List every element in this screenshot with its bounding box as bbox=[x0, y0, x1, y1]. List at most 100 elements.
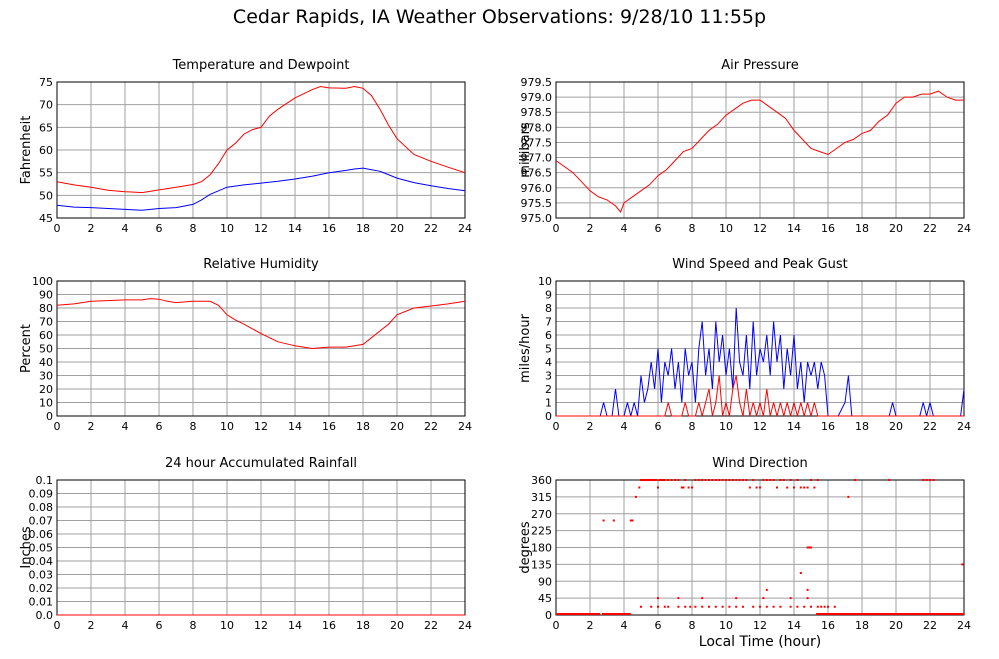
direction-point bbox=[708, 605, 710, 608]
direction-point bbox=[762, 479, 765, 481]
direction-point bbox=[765, 479, 768, 481]
humidity-x-tick-label: 20 bbox=[390, 420, 404, 433]
direction-point bbox=[653, 479, 656, 481]
temperature-x-tick-label: 8 bbox=[190, 222, 197, 235]
pressure-x-tick-label: 12 bbox=[753, 222, 767, 235]
temperature-x-tick-label: 6 bbox=[156, 222, 163, 235]
direction-point bbox=[674, 479, 676, 481]
direction-point bbox=[680, 486, 683, 489]
humidity-x-tick-label: 10 bbox=[220, 420, 234, 433]
pressure-x-tick-label: 8 bbox=[689, 222, 696, 235]
pressure-x-tick-label: 18 bbox=[855, 222, 869, 235]
direction-point bbox=[772, 479, 775, 481]
wind-y-tick-label: 2 bbox=[545, 383, 552, 396]
rainfall-x-tick-label: 6 bbox=[156, 619, 163, 632]
direction-point bbox=[961, 563, 964, 566]
humidity-chart-title: Relative Humidity bbox=[203, 257, 319, 272]
humidity-x-tick-label: 16 bbox=[322, 420, 336, 433]
rainfall-x-tick-label: 22 bbox=[424, 619, 438, 632]
pressure-x-tick-label: 16 bbox=[821, 222, 835, 235]
direction-point bbox=[612, 519, 615, 522]
humidity-y-tick-label: 20 bbox=[39, 383, 53, 396]
wind-y-tick-label: 4 bbox=[545, 356, 552, 369]
wind-x-tick-label: 20 bbox=[889, 420, 903, 433]
rainfall-y-tick-label: 0.08 bbox=[29, 501, 54, 514]
pressure-series-line-0 bbox=[555, 90, 964, 213]
direction-point bbox=[689, 605, 692, 608]
direction-point bbox=[640, 605, 642, 608]
direction-point bbox=[667, 479, 670, 481]
direction-point bbox=[735, 605, 738, 608]
direction-y-tick-label: 225 bbox=[531, 525, 552, 538]
temperature-y-tick-label: 60 bbox=[39, 144, 53, 157]
direction-point bbox=[721, 479, 724, 481]
direction-point bbox=[776, 486, 778, 489]
wind-y-tick-label: 0 bbox=[545, 410, 552, 423]
rainfall-x-tick-label: 14 bbox=[288, 619, 302, 632]
rainfall-x-tick-label: 12 bbox=[254, 619, 268, 632]
direction-point bbox=[663, 479, 666, 481]
temperature-x-tick-label: 0 bbox=[54, 222, 61, 235]
direction-point bbox=[738, 479, 741, 481]
direction-point bbox=[803, 486, 806, 489]
direction-point bbox=[748, 486, 751, 489]
direction-point bbox=[782, 479, 785, 481]
direction-x-tick-label: 16 bbox=[821, 619, 835, 632]
temperature-x-tick-label: 16 bbox=[322, 222, 336, 235]
wind-y-tick-label: 3 bbox=[545, 370, 552, 383]
temperature-y-tick-label: 45 bbox=[39, 212, 53, 225]
direction-point bbox=[631, 519, 634, 522]
wind-series-line-0 bbox=[556, 307, 965, 417]
direction-point bbox=[650, 605, 653, 608]
pressure-chart-title: Air Pressure bbox=[721, 58, 799, 73]
humidity-x-tick-label: 24 bbox=[458, 420, 472, 433]
pressure-x-tick-label: 2 bbox=[587, 222, 594, 235]
direction-point bbox=[731, 479, 734, 481]
pressure-y-tick-label: 977.0 bbox=[521, 152, 553, 165]
direction-point bbox=[854, 479, 857, 481]
pressure-chart: 0 2 4 6 8 10 12 14 16 18 20 22 24975.0975.5976.0976.… bbox=[518, 58, 971, 235]
direction-point bbox=[806, 597, 809, 600]
direction-point bbox=[728, 605, 731, 608]
wind-x-tick-label: 8 bbox=[689, 420, 696, 433]
direction-point bbox=[646, 479, 649, 481]
direction-point bbox=[643, 479, 646, 481]
direction-point bbox=[742, 479, 744, 481]
direction-point bbox=[648, 479, 651, 481]
wind-y-tick-label: 9 bbox=[545, 289, 552, 302]
direction-point bbox=[694, 479, 697, 481]
humidity-y-axis-label: Percent bbox=[19, 324, 34, 373]
direction-point bbox=[677, 597, 680, 600]
direction-x-tick-label: 20 bbox=[889, 619, 903, 632]
direction-y-tick-label: 90 bbox=[538, 575, 552, 588]
direction-point bbox=[833, 605, 836, 608]
humidity-x-tick-label: 12 bbox=[254, 420, 268, 433]
direction-point bbox=[810, 479, 812, 481]
pressure-y-tick-label: 975.0 bbox=[521, 212, 553, 225]
direction-point bbox=[714, 605, 717, 608]
wind-x-tick-label: 16 bbox=[821, 420, 835, 433]
page-title: Cedar Rapids, IA Weather Observations: 9… bbox=[232, 6, 767, 28]
direction-point bbox=[714, 479, 717, 481]
direction-point bbox=[823, 605, 826, 608]
direction-point bbox=[629, 519, 632, 522]
rainfall-y-tick-label: 0.07 bbox=[29, 515, 54, 528]
direction-point bbox=[769, 479, 772, 481]
direction-x-tick-label: 14 bbox=[787, 619, 801, 632]
temperature-plot-frame bbox=[56, 81, 466, 219]
rainfall-chart: 0 2 4 6 8 10 12 14 16 18 20 22 240.00.010.020.030.04… bbox=[19, 456, 472, 632]
direction-point bbox=[718, 479, 721, 481]
direction-point bbox=[816, 479, 819, 481]
pressure-x-tick-label: 10 bbox=[719, 222, 733, 235]
humidity-x-tick-label: 8 bbox=[190, 420, 197, 433]
direction-point bbox=[786, 486, 789, 489]
rainfall-x-tick-label: 24 bbox=[458, 619, 472, 632]
direction-point bbox=[925, 479, 928, 481]
direction-point bbox=[704, 479, 707, 481]
pressure-y-tick-label: 978.0 bbox=[521, 121, 553, 134]
pressure-y-tick-label: 977.5 bbox=[521, 136, 553, 149]
direction-point bbox=[806, 486, 809, 489]
rainfall-chart-title: 24 hour Accumulated Rainfall bbox=[165, 456, 357, 471]
